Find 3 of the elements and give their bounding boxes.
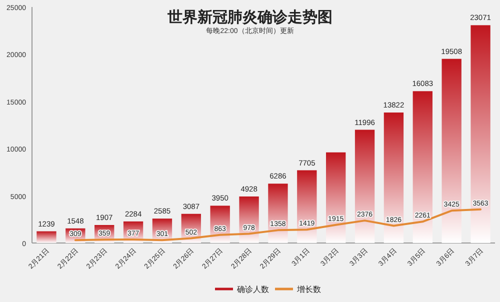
legend-label: 增长数 bbox=[296, 285, 321, 294]
legend-label: 确诊人数 bbox=[236, 285, 269, 294]
chart-title: 世界新冠肺炎确诊走势图 bbox=[166, 8, 332, 26]
